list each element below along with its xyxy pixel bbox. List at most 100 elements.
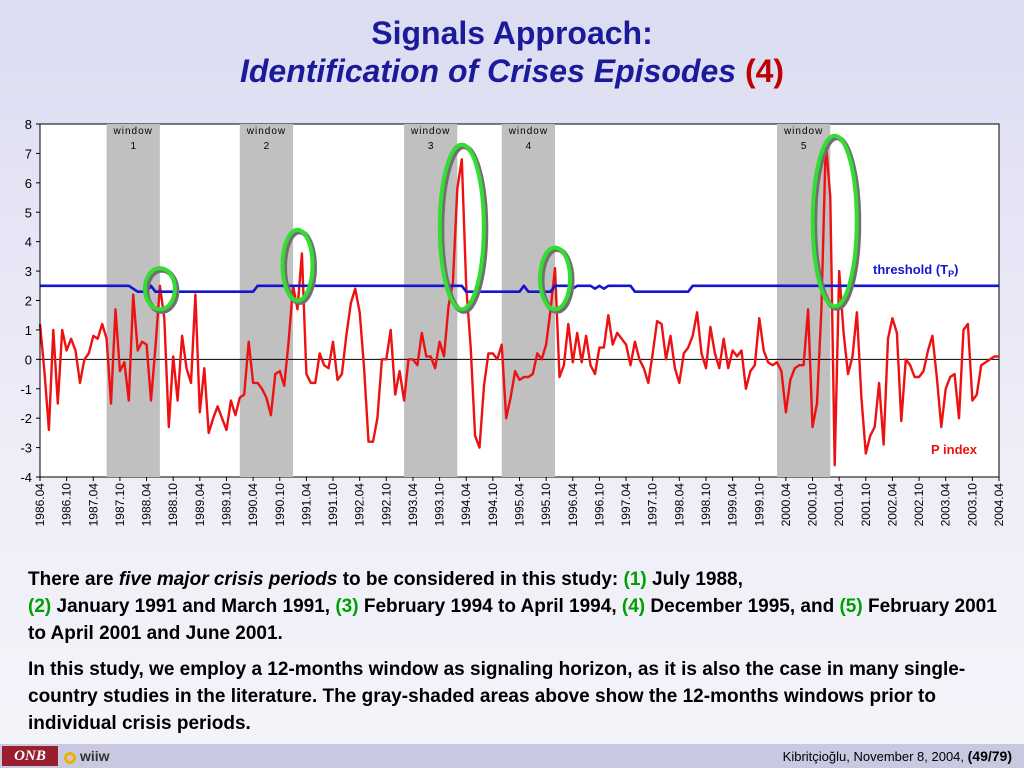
- title-number: (4): [744, 53, 785, 89]
- y-tick-label: 1: [25, 323, 32, 338]
- y-tick-label: -1: [20, 382, 32, 397]
- x-tick-label: 1993.04: [406, 483, 420, 527]
- x-tick-label: 1998.04: [672, 483, 686, 527]
- window-4-label: window: [508, 126, 548, 137]
- x-tick-label: 1990.04: [246, 483, 260, 527]
- x-tick-label: 2003.04: [939, 483, 953, 527]
- p1-text-f: December 1995, and: [645, 596, 840, 617]
- window-5-number: 5: [801, 141, 807, 152]
- x-tick-label: 1994.10: [486, 483, 500, 527]
- window-2-number: 2: [264, 141, 270, 152]
- x-tick-label: 1987.04: [86, 483, 100, 527]
- x-tick-label: 2003.10: [965, 483, 979, 527]
- x-tick-label: 1993.10: [433, 483, 447, 527]
- window-5-label: window: [783, 126, 823, 137]
- title-line-2-text: Identification of Crises Episodes: [239, 53, 737, 89]
- footer-credit: Kibritçioğlu, November 8, 2004, (49/79): [783, 747, 1012, 766]
- window-explanation-paragraph: In this study, we employ a 12-months win…: [28, 659, 966, 734]
- x-tick-label: 1989.10: [219, 483, 233, 527]
- y-tick-label: 6: [25, 176, 32, 191]
- x-tick-label: 1998.10: [699, 483, 713, 527]
- y-tick-label: 0: [25, 352, 32, 367]
- y-tick-label: 8: [25, 117, 32, 132]
- x-tick-label: 2000.04: [779, 483, 793, 527]
- p1-text-c: July 1988,: [646, 569, 743, 590]
- y-tick-label: 7: [25, 146, 32, 161]
- wiiw-logo: wiiw: [64, 746, 110, 766]
- series-layer: [38, 140, 999, 467]
- crisis-periods-paragraph: There are five major crisis periods to b…: [28, 566, 1003, 647]
- x-tick-label: 1996.10: [592, 483, 606, 527]
- title-line-1: Signals Approach:: [371, 15, 653, 51]
- y-tick-label: 4: [25, 235, 32, 250]
- window-2-shade: [239, 124, 294, 477]
- onb-logo: ONB: [2, 746, 58, 766]
- x-tick-label: 1989.04: [193, 483, 207, 527]
- p1-period-3-marker: (3): [335, 596, 359, 617]
- window-shading-layer: window 1 window 2 window 3 window 4 window 5: [106, 124, 831, 477]
- y-tick-label: -4: [20, 470, 32, 485]
- y-tick-label: 2: [25, 294, 32, 309]
- x-tick-label: 1986.04: [33, 483, 47, 527]
- p1-text-a: There are: [28, 569, 119, 590]
- wiiw-logo-text: wiiw: [80, 748, 110, 764]
- crisis-1-marker: [142, 266, 177, 312]
- x-tick-label: 2002.10: [912, 483, 926, 527]
- y-tick-label: -2: [20, 411, 32, 426]
- p-index-legend-label: P index: [931, 442, 978, 457]
- p-index-series-line: [38, 140, 999, 467]
- p1-period-2-marker: (2): [28, 596, 52, 617]
- x-tick-label: 1991.04: [299, 483, 313, 527]
- x-tick-label: 1986.10: [60, 483, 74, 527]
- p1-text-d: January 1991 and March 1991,: [51, 596, 336, 617]
- x-tick-label: 1995.04: [513, 483, 527, 527]
- title-line-2: Identification of Crises Episodes (4): [0, 52, 1024, 90]
- crisis-2-marker: [280, 227, 315, 303]
- threshold-label-text: threshold (T: [873, 262, 948, 277]
- x-tick-label: 1988.10: [166, 483, 180, 527]
- x-tick-label: 1996.04: [566, 483, 580, 527]
- footer-author-date: Kibritçioğlu, November 8, 2004,: [782, 749, 968, 764]
- threshold-legend-label: threshold (TP): [873, 262, 958, 279]
- crisis-4-marker: [538, 245, 573, 312]
- x-tick-label: 1999.10: [752, 483, 766, 527]
- y-tick-label: -3: [20, 441, 32, 456]
- threshold-series-line: [40, 284, 999, 293]
- slide-title: Signals Approach: Identification of Cris…: [0, 14, 1024, 90]
- p1-text-b: to be considered in this study:: [337, 569, 624, 590]
- x-tick-label: 1997.04: [619, 483, 633, 527]
- x-tick-label: 1992.10: [379, 483, 393, 527]
- p1-text-g: February 2001 to April 2001 and June 200…: [28, 596, 997, 644]
- p1-emphasis: five major crisis periods: [118, 569, 338, 590]
- window-1-label: window: [113, 126, 153, 137]
- y-tick-label: 3: [25, 264, 32, 279]
- crisis-signals-chart: window 1 window 2 window 3 window 4 window 5 8 7 6 5…: [20, 117, 1006, 526]
- x-tick-label: 2000.10: [806, 483, 820, 527]
- window-2-label: window: [246, 126, 286, 137]
- crisis-marker-layer: [142, 133, 862, 314]
- x-tick-label: 1987.10: [113, 483, 127, 527]
- window-3-label: window: [410, 126, 450, 137]
- x-tick-label: 2002.04: [885, 483, 899, 527]
- crisis-3-marker: [437, 142, 486, 312]
- x-tick-label: 2001.10: [859, 483, 873, 527]
- x-tick-label: 2004.04: [992, 483, 1006, 527]
- threshold-label-close: ): [954, 262, 958, 277]
- y-tick-label: 5: [25, 205, 32, 220]
- x-tick-label: 1995.10: [539, 483, 553, 527]
- x-tick-label: 1994.04: [459, 483, 473, 527]
- threshold-label-sub: P: [948, 269, 954, 279]
- p1-period-5-marker: (5): [839, 596, 863, 617]
- x-tick-label: 1999.04: [726, 483, 740, 527]
- footer-page-number: (49/79): [967, 748, 1012, 764]
- x-tick-label: 1992.04: [353, 483, 367, 527]
- slide-footer: ONB wiiw Kibritçioğlu, November 8, 2004,…: [0, 744, 1024, 768]
- window-3-number: 3: [428, 141, 434, 152]
- x-tick-label: 1991.10: [326, 483, 340, 527]
- x-tick-label: 1990.10: [273, 483, 287, 527]
- x-tick-label: 2001.04: [832, 483, 846, 527]
- x-tick-label: 1988.04: [140, 483, 154, 527]
- p1-period-4-marker: (4): [621, 596, 646, 617]
- p1-text-e: February 1994 to April 1994,: [358, 596, 622, 617]
